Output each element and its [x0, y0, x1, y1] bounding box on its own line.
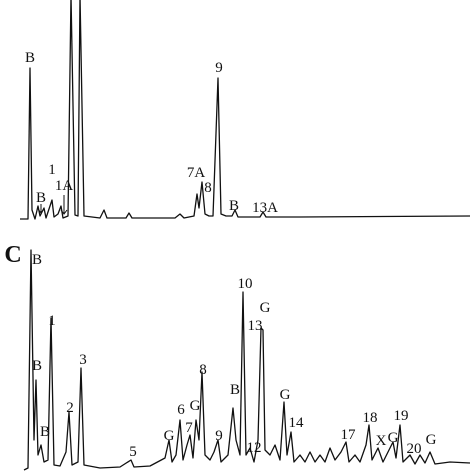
peak-label: B: [32, 358, 42, 374]
panel-label: C: [4, 242, 21, 268]
peak-label: 9: [215, 60, 223, 76]
peak-label: G: [426, 432, 437, 448]
peak-label: 20: [407, 441, 422, 457]
peak-label: 2: [66, 400, 74, 416]
peak-label: G: [260, 300, 271, 316]
peak-label: 13: [248, 318, 263, 334]
top-chromatogram: [20, 0, 471, 220]
peak-label: 10: [238, 276, 253, 292]
peak-label: 8: [204, 180, 212, 196]
peak-label: 12: [247, 440, 262, 456]
peak-label: G: [164, 428, 175, 444]
peak-label: 7A: [187, 165, 206, 181]
peak-label: 8: [199, 362, 207, 378]
peak-label: 13A: [252, 200, 278, 216]
peak-label: 9: [215, 428, 223, 444]
peak-label: B: [36, 190, 46, 206]
peak-label: B: [32, 252, 42, 268]
bottom-chromatogram: [23, 249, 471, 471]
peak-label: 6: [177, 402, 185, 418]
peak-label: 1: [48, 313, 56, 329]
peak-label: 1A: [55, 178, 74, 194]
peak-label: X: [376, 433, 387, 449]
peak-label: B: [230, 382, 240, 398]
peak-label: 7: [185, 420, 193, 436]
peak-label: 1: [48, 162, 56, 178]
peak-label: G: [190, 398, 201, 414]
peak-label: B: [25, 50, 35, 66]
peak-label: 18: [363, 410, 378, 426]
peak-label: 3: [79, 352, 87, 368]
peak-label: 14: [289, 415, 305, 431]
peak-label: G: [280, 387, 291, 403]
peak-label: B: [229, 198, 239, 214]
peak-label: 19: [394, 408, 409, 424]
arrow: [37, 195, 68, 215]
peak-label: 5: [129, 444, 137, 460]
peak-label: G: [388, 430, 399, 446]
peak-label: B: [40, 424, 50, 440]
peak-label: 17: [341, 427, 357, 443]
